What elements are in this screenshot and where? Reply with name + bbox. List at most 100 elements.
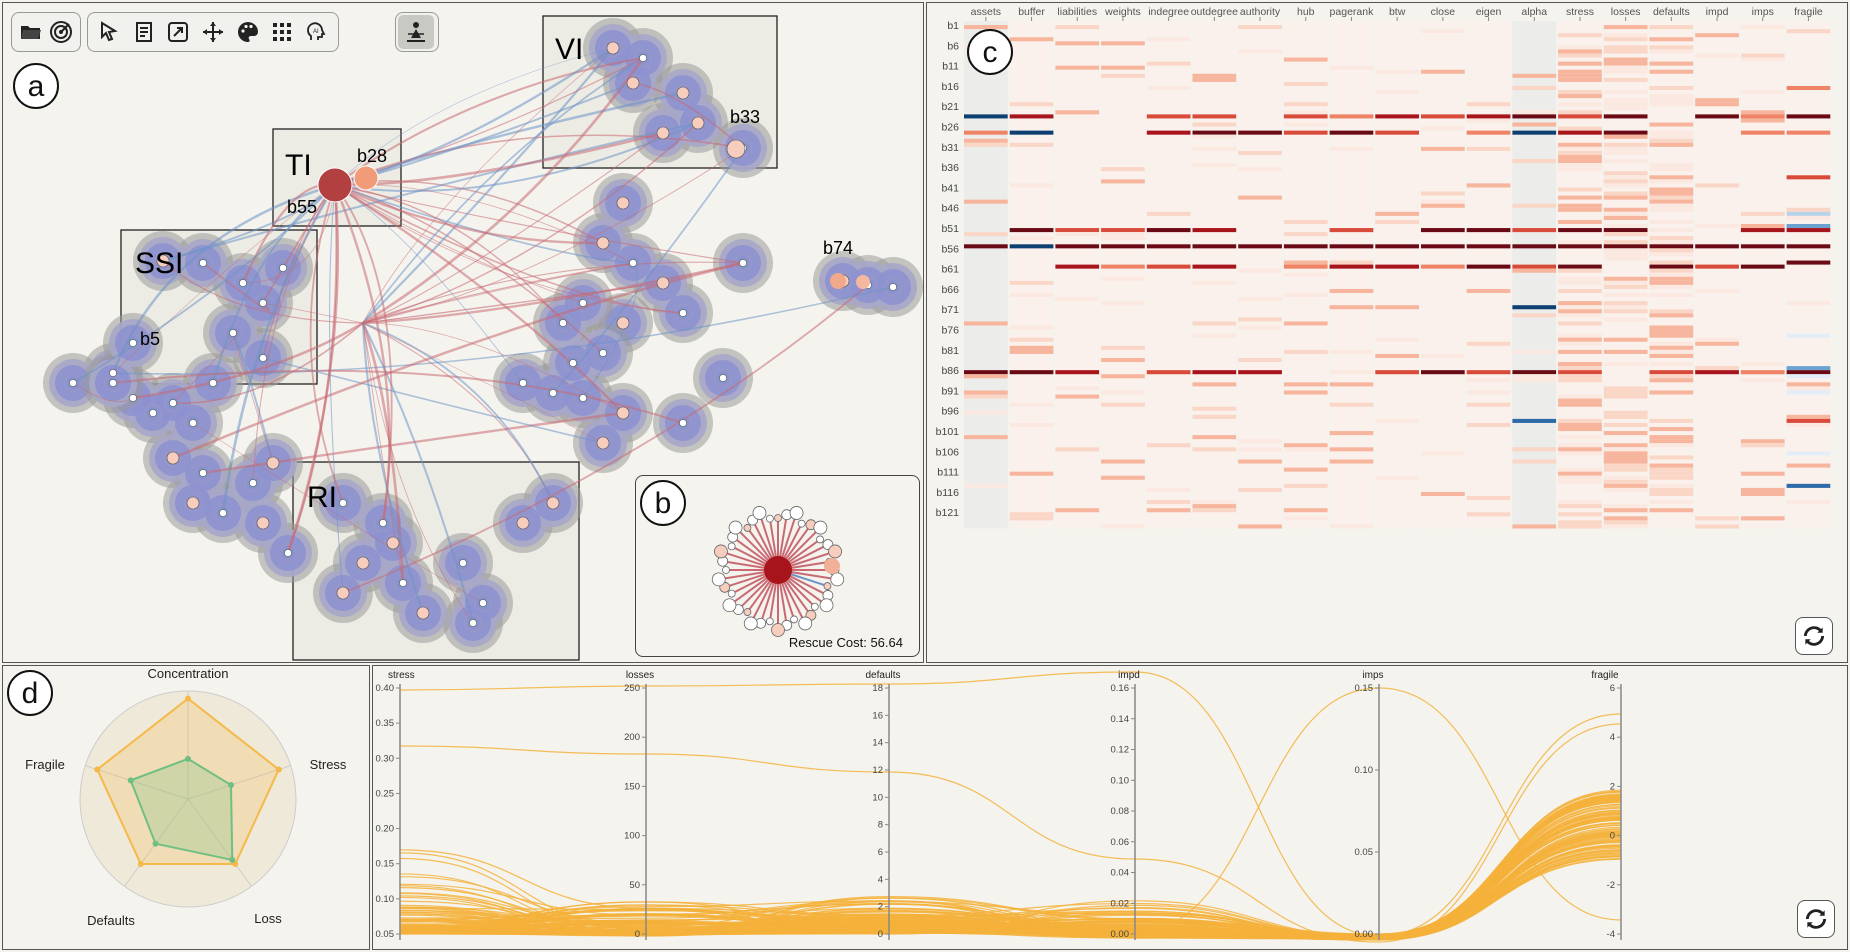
heatmap-row-label: b96	[941, 406, 959, 418]
rescue-inset: b Rescue Cost: 56.64	[635, 475, 920, 657]
heatmap-row-label: b11	[942, 61, 959, 73]
heatmap-refresh-button[interactable]	[1795, 617, 1833, 655]
document-icon[interactable]	[127, 15, 162, 49]
network-graph[interactable]: VI TI SSI RI b33 b28 b55 b74 b5	[3, 3, 923, 663]
parallel-tick-label: 4	[878, 874, 883, 885]
parallel-tick-label: -4	[1607, 929, 1615, 940]
parallel-tick-label: 100	[624, 831, 640, 842]
parallel-tick-label: 0.00	[1111, 929, 1130, 940]
rescue-person-icon[interactable]	[398, 15, 434, 49]
radar-point	[127, 777, 134, 784]
heatmap-column-label[interactable]: buffer	[1018, 6, 1045, 18]
heatmap-column-label[interactable]: btw	[1389, 6, 1406, 18]
heatmap-column-label[interactable]: eigen	[1476, 6, 1502, 18]
parallel-tick-label: 18	[872, 683, 883, 694]
move-arrows-icon[interactable]	[196, 15, 231, 49]
grid-icon[interactable]	[265, 15, 300, 49]
target-icon[interactable]	[46, 15, 76, 49]
heatmap-column-label[interactable]: outdegree	[1191, 6, 1238, 18]
parallel-tick-label: 150	[624, 781, 640, 792]
parallel-tick-label: 0.02	[1111, 898, 1130, 909]
refresh-icon	[1805, 909, 1827, 929]
heatmap-column-label[interactable]: defaults	[1653, 6, 1690, 18]
node-label-b55: b55	[287, 197, 317, 217]
parallel-refresh-button[interactable]	[1797, 900, 1835, 938]
parallel-tick-label: 0.10	[1355, 765, 1374, 776]
rescue-star-graph[interactable]	[636, 476, 919, 656]
heatmap-column-label[interactable]: hub	[1297, 6, 1315, 18]
parallel-tick-label: 10	[872, 792, 883, 803]
parallel-tick-label: 12	[872, 765, 883, 776]
heatmap-row-label: b91	[941, 385, 959, 397]
parallel-coordinates-chart[interactable]: stress 0.40 0.35 0.30 0.25 0.20 0.15 0.10 0.05 lo…	[373, 666, 1847, 949]
heatmap-column-label[interactable]: indegree	[1148, 6, 1189, 18]
heatmap-column-label[interactable]: alpha	[1521, 6, 1547, 18]
edit-toolbar: AI	[87, 12, 339, 52]
parallel-tick-label: 0.15	[1355, 683, 1374, 694]
heatmap-column-label[interactable]: stress	[1566, 6, 1594, 18]
parallel-tick-label: 0.05	[1355, 847, 1374, 858]
heatmap-column-label[interactable]: authority	[1240, 6, 1281, 18]
heatmap-row-label: b71	[941, 304, 959, 316]
radar-axis-label: Concentration	[148, 666, 229, 681]
heatmap-column-label[interactable]: imps	[1752, 6, 1774, 18]
parallel-line	[399, 818, 1622, 940]
heatmap-column-label[interactable]: liabilities	[1057, 6, 1097, 18]
parallel-tick-label: 0.05	[376, 929, 395, 940]
radar-series-rescued[interactable]	[129, 757, 234, 862]
parallel-axis-label: losses	[626, 670, 654, 681]
select-cursor-icon[interactable]	[92, 15, 127, 49]
heatmap-row-label: b66	[941, 284, 959, 296]
file-toolbar	[11, 12, 81, 52]
parallel-coordinates-panel: stress 0.40 0.35 0.30 0.25 0.20 0.15 0.10 0.05 lo…	[372, 665, 1848, 950]
node-label-b28: b28	[357, 146, 387, 166]
expand-icon[interactable]	[161, 15, 196, 49]
parallel-tick-label: 16	[872, 710, 883, 721]
radar-axis-label: Loss	[254, 911, 282, 926]
parallel-line	[399, 813, 1622, 936]
heatmap-row-label: b121	[936, 507, 960, 519]
heatmap-column-label[interactable]: weights	[1104, 6, 1141, 18]
parallel-tick-label: 0	[635, 929, 640, 940]
radar-series-current[interactable]	[96, 697, 280, 866]
heatmap-column-label[interactable]: assets	[971, 6, 1001, 18]
heatmap-row-label: b16	[941, 81, 959, 93]
radar-point	[227, 782, 234, 789]
parallel-tick-label: 4	[1610, 732, 1615, 743]
parallel-tick-label: 6	[878, 847, 883, 858]
node-b55[interactable]	[317, 167, 353, 203]
radar-point	[137, 861, 144, 868]
radar-axis-label: Defaults	[87, 913, 135, 928]
panel-a-badge: a	[13, 63, 59, 109]
heatmap-column-label[interactable]: close	[1431, 6, 1456, 18]
radar-point	[275, 766, 282, 773]
radar-point	[152, 840, 159, 847]
region-label-ssi: SSI	[135, 247, 183, 280]
heatmap-column-label[interactable]: fragile	[1794, 6, 1823, 18]
panel-d-badge: d	[7, 670, 53, 716]
parallel-axis-label: fragile	[1591, 670, 1619, 681]
heatmap-column-label[interactable]: pagerank	[1330, 6, 1375, 18]
parallel-tick-label: 0.00	[1355, 929, 1374, 940]
parallel-tick-label: 14	[872, 738, 883, 749]
heatmap-row-label: b51	[941, 223, 959, 235]
parallel-tick-label: 0.10	[1111, 775, 1130, 786]
node-label-b5: b5	[140, 329, 160, 349]
open-folder-icon[interactable]	[16, 15, 46, 49]
palette-icon[interactable]	[230, 15, 265, 49]
radar-point	[185, 755, 191, 762]
parallel-tick-label: 0.14	[1111, 714, 1130, 725]
parallel-tick-label: 0.04	[1111, 868, 1130, 879]
node-b28[interactable]	[353, 165, 379, 191]
heatmap-column-label[interactable]: losses	[1611, 6, 1641, 18]
network-edges	[72, 47, 894, 624]
heatmap-column-label[interactable]: impd	[1706, 6, 1729, 18]
heatmap-row-label: b6	[947, 40, 959, 52]
heatmap-row-label: b56	[941, 243, 959, 255]
ai-head-icon[interactable]: AI	[299, 15, 334, 49]
parallel-axis-label: defaults	[865, 670, 900, 681]
radar-chart[interactable]: Concentration Stress Loss Defaults Fragile	[3, 666, 369, 949]
heatmap-row-label: b116	[936, 487, 959, 499]
parallel-tick-label: 0.20	[376, 824, 395, 835]
metrics-heatmap[interactable]: assets buffer liabilities weights indegree ou…	[927, 3, 1847, 663]
